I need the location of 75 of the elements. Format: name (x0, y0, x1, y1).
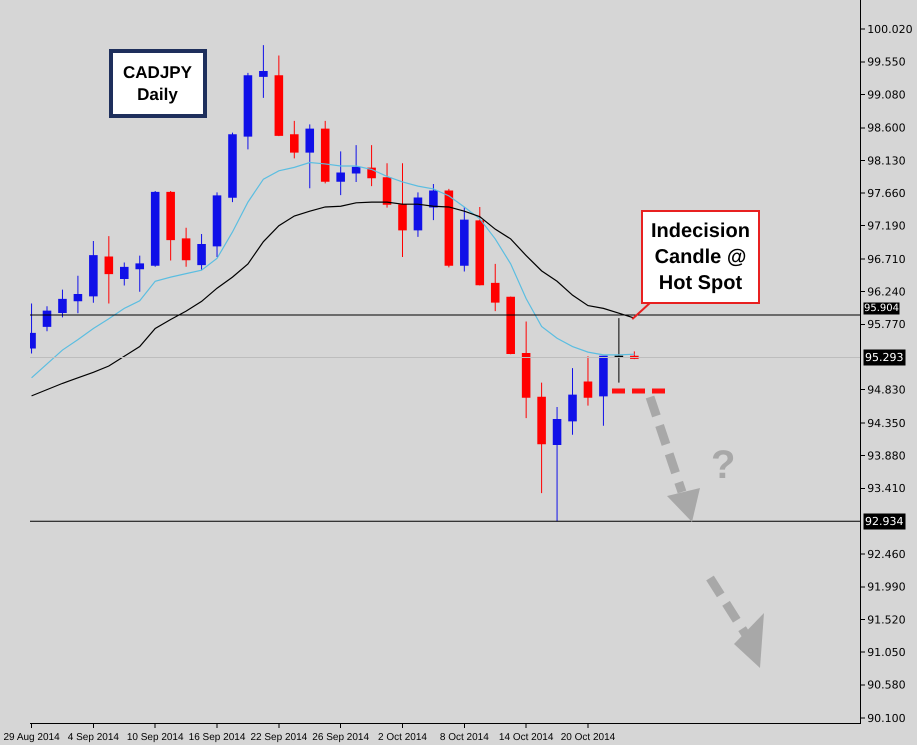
ref-line-label: 95.293 (865, 351, 904, 364)
candlestick (305, 124, 314, 189)
candlestick (568, 368, 577, 436)
y-tick-label: 99.080 (867, 88, 906, 102)
candlestick (74, 275, 82, 314)
y-tick-label: 100.020 (867, 23, 913, 36)
candlestick (212, 192, 222, 258)
candlestick (367, 144, 376, 187)
candlestick (320, 120, 330, 184)
candlestick (274, 55, 284, 137)
y-tick-label: 91.990 (867, 580, 906, 594)
candlestick (182, 227, 190, 268)
y-tick-label: 92.460 (867, 548, 906, 562)
candlestick (290, 120, 299, 159)
x-tick-label: 22 Sep 2014 (250, 732, 308, 743)
candlestick (599, 356, 608, 426)
candlestick (150, 190, 160, 268)
ref-line-label: 92.934 (865, 515, 904, 528)
candlestick (135, 255, 144, 292)
y-tick-label: 93.880 (867, 449, 906, 462)
candlestick (197, 234, 206, 270)
candlestick (352, 144, 360, 182)
y-tick-label: 98.600 (867, 122, 906, 135)
x-tick-label: 10 Sep 2014 (126, 732, 184, 743)
candlestick (398, 162, 407, 258)
x-tick-label: 26 Sep 2014 (312, 732, 370, 743)
y-tick-label: 90.580 (867, 678, 906, 692)
x-tick-label: 8 Oct 2014 (440, 732, 490, 743)
candlestick (336, 150, 345, 196)
x-tick-label: 16 Sep 2014 (188, 732, 246, 743)
y-tick-label: 98.130 (867, 154, 906, 168)
x-tick-label: 20 Oct 2014 (560, 732, 616, 743)
candlestick (244, 72, 252, 150)
y-tick-label: 91.520 (867, 613, 906, 626)
candlestick (614, 318, 624, 384)
y-tick-label: 93.410 (867, 482, 906, 496)
candlestick (475, 206, 484, 286)
y-tick-label: 96.710 (867, 252, 906, 266)
text: Indecision Candle @ Hot Spot (651, 220, 750, 294)
candlestick (552, 406, 562, 522)
candlestick (444, 188, 454, 268)
candlestick (382, 162, 392, 208)
text: ? (711, 443, 736, 487)
candlestick (120, 262, 129, 286)
candlestick (166, 190, 175, 261)
candlestick (42, 306, 52, 332)
line-series (30, 162, 635, 378)
candlestick (490, 263, 500, 312)
candlestick (584, 356, 592, 406)
candlestick (259, 44, 268, 98)
y-tick-label: 97.190 (867, 220, 906, 233)
y-tick-label: 90.100 (867, 712, 906, 725)
y-tick-label: 96.240 (867, 286, 906, 299)
y-tick-label: 91.050 (867, 646, 906, 660)
candlestick (228, 132, 237, 203)
x-tick-label: 2 Oct 2014 (378, 732, 428, 743)
text: CADJPY Daily (123, 63, 193, 104)
y-tick-label: 94.350 (867, 416, 906, 430)
x-tick-label: 4 Sep 2014 (68, 732, 120, 743)
y-tick-label: 99.550 (867, 56, 906, 69)
candlestick (58, 289, 67, 318)
y-tick-label: 97.660 (867, 186, 906, 200)
candlestick (89, 240, 98, 304)
candlestick (414, 192, 422, 238)
candlestick (522, 321, 530, 419)
candlestick (104, 236, 114, 304)
candlestick (506, 296, 515, 355)
y-tick-label: 95.770 (867, 318, 906, 332)
candlestick (537, 382, 546, 494)
ref-line-label: 95.904 (864, 303, 899, 314)
y-tick-label: 94.830 (867, 383, 906, 396)
candlestick (460, 206, 469, 272)
candlestick (429, 184, 438, 221)
x-tick-label: 29 Aug 2014 (3, 732, 60, 743)
x-tick-label: 14 Oct 2014 (498, 732, 554, 743)
